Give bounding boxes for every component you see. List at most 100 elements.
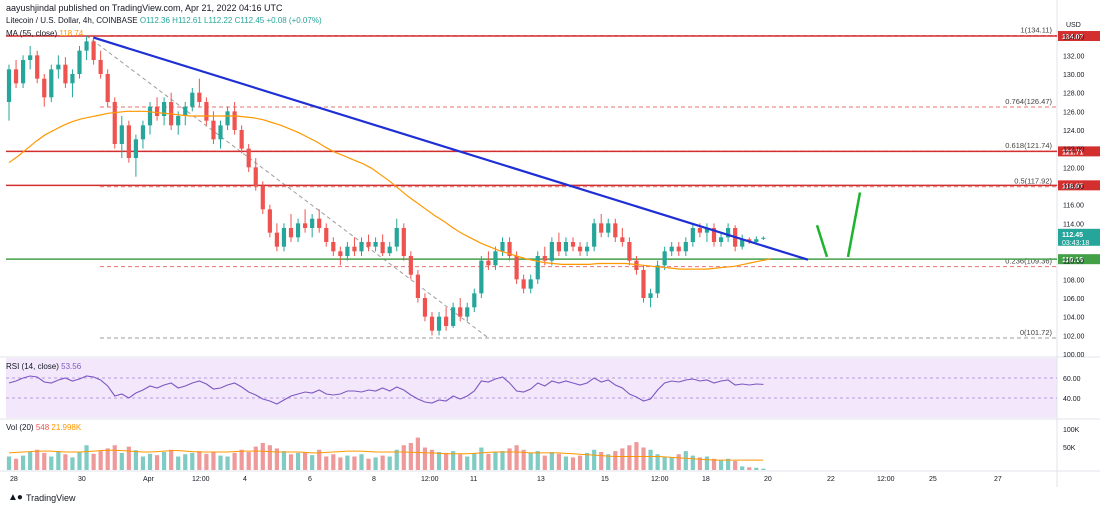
rsi-legend: RSI (14, close) 53.56 [6, 362, 81, 371]
candle-body [77, 50, 82, 74]
candle-body [154, 106, 160, 116]
symbol-name: Litecoin / U.S. Dollar, 4h, COINBASE [6, 16, 138, 25]
level-price-tag [1058, 180, 1100, 191]
volume-bar [458, 454, 463, 470]
time-tick-label: 11 [470, 476, 477, 483]
tradingview-logo-icon: ▲● [8, 492, 23, 503]
time-tick-label: 6 [308, 476, 312, 483]
volume-bar [162, 452, 167, 470]
volume-bar [387, 456, 392, 470]
volume-bar [35, 449, 40, 470]
candle-body [84, 41, 89, 51]
candle-body [359, 242, 364, 252]
fib-level-label: 0.236(109.36) [1005, 257, 1052, 266]
candle-body [754, 239, 759, 242]
volume-bar [77, 452, 82, 470]
symbol-ohlc: O112.36 H112.61 L112.22 C112.45 +0.08 (+… [139, 16, 322, 25]
time-axis[interactable]: 28 30 Apr 12:00 4 6 8 12:00 11 13 15 12:00 18 20 22 12:… [10, 476, 1002, 483]
current-price-tag [1058, 228, 1100, 246]
price-tick-label: 110.00 [1063, 259, 1084, 266]
volume-bar [140, 456, 146, 470]
candle-body [260, 186, 265, 210]
volume-tick-label: 100K [1063, 427, 1080, 434]
candle-body [662, 251, 667, 266]
candle-body [352, 246, 357, 252]
volume-bar [613, 451, 618, 470]
volume-bar [451, 451, 456, 470]
volume-ma-line [8, 449, 764, 461]
time-tick-label: 15 [601, 476, 609, 483]
volume-bar [28, 452, 33, 470]
rsi-label: RSI (14, close) [6, 362, 59, 371]
candle-body [35, 55, 40, 79]
candle-body [70, 74, 75, 84]
candle-body [493, 251, 498, 266]
candle-body [458, 307, 463, 317]
price-tick-label: 122.00 [1063, 147, 1085, 154]
candle-body [521, 279, 526, 289]
candle-body [422, 298, 428, 317]
volume-bar [295, 452, 301, 470]
candle-body [690, 228, 695, 242]
candle-body [105, 74, 110, 102]
volume-bar [754, 467, 759, 470]
candle-body [331, 242, 336, 252]
volume-bar [380, 455, 385, 470]
time-tick-label: 8 [372, 476, 376, 483]
candle-body [585, 246, 590, 252]
volume-bar [676, 454, 681, 470]
candle-body [303, 223, 308, 228]
candle-body [592, 223, 597, 247]
fib-level-label: 0.764(126.47) [1005, 97, 1052, 106]
candle-body [514, 256, 519, 280]
volume-bar [747, 467, 752, 470]
candle-body [147, 106, 153, 126]
volume-bar [563, 456, 569, 470]
publisher-line: aayushjindal published on TradingView.co… [6, 3, 283, 13]
tradingview-brand[interactable]: ▲● TradingView [8, 492, 75, 503]
ma-legend: MA (55, close) 118.74 [6, 29, 83, 38]
bearish-trendline[interactable] [93, 36, 809, 261]
candle-body [310, 218, 315, 228]
volume-bar [500, 451, 505, 470]
candle-body [479, 260, 484, 294]
candle-body [436, 316, 442, 331]
candle-body [13, 69, 19, 84]
price-axis[interactable]: USD100.00102.00104.00106.00108.00110.001… [1058, 22, 1100, 359]
volume-bar [620, 448, 625, 470]
candle-body [613, 223, 618, 238]
volume-bar [528, 452, 533, 470]
candle-body [281, 228, 287, 247]
volume-bar [119, 452, 124, 470]
candle-body [274, 232, 279, 247]
price-tick-label: 104.00 [1063, 315, 1085, 322]
ma55-line [8, 110, 771, 270]
volume-bar [465, 456, 470, 470]
candle-body [28, 55, 33, 60]
volume-bar [648, 449, 653, 470]
volume-bar [535, 451, 540, 470]
time-tick-label: 20 [764, 476, 772, 483]
candle-body [528, 279, 533, 289]
volume-bar [577, 455, 583, 470]
volume-bar [211, 452, 216, 470]
candle-body [761, 237, 766, 239]
volume-bar [641, 447, 646, 470]
volume-bar [225, 456, 230, 470]
candle-body [366, 242, 371, 247]
candle-body [246, 148, 251, 168]
candle-body [140, 125, 146, 140]
candle-body [288, 228, 294, 238]
ma-label: MA (55, close) [6, 29, 58, 38]
volume-bar [444, 452, 449, 470]
fib-level-label: 1(134.11) [1020, 26, 1052, 35]
time-tick-label: Apr [143, 476, 155, 483]
price-tick-label: 114.00 [1063, 221, 1084, 228]
candle-body [6, 69, 12, 102]
volume-bar [232, 452, 237, 470]
candle-body [162, 102, 167, 116]
volume-bar [310, 455, 315, 470]
volume-bar [697, 457, 702, 470]
volume-bar [690, 455, 695, 470]
